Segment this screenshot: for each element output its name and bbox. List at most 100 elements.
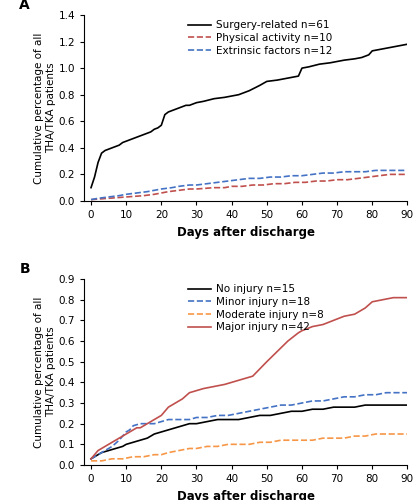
Extrinsic factors n=12 [320,170,326,176]
No injury n=15 [226,416,231,422]
Minor injury n=18 [373,392,378,398]
No injury n=15 [268,412,273,418]
Major injury n=42 [180,396,185,402]
Minor injury n=18 [247,408,252,414]
Minor injury n=18 [89,456,94,462]
Major injury n=42 [370,299,375,305]
Major injury n=42 [299,328,304,334]
Physical activity n=10 [271,180,276,186]
Moderate injury n=8 [215,444,220,450]
No injury n=15 [113,446,118,452]
X-axis label: Days after discharge: Days after discharge [177,226,315,238]
Extrinsic factors n=12 [278,174,284,180]
No injury n=15 [289,408,294,414]
Moderate injury n=8 [373,431,378,437]
X-axis label: Days after discharge: Days after discharge [177,490,315,500]
Physical activity n=10 [123,194,129,200]
No injury n=15 [99,450,104,456]
Extrinsic factors n=12 [106,194,111,200]
Extrinsic factors n=12 [194,182,199,188]
Major injury n=42 [363,305,368,311]
Minor injury n=18 [95,452,100,458]
No injury n=15 [120,444,125,450]
Extrinsic factors n=12 [352,168,357,174]
Minor injury n=18 [226,412,231,418]
Moderate injury n=8 [320,435,326,441]
Moderate injury n=8 [89,458,94,464]
Major injury n=42 [123,431,129,437]
Minor injury n=18 [384,390,389,396]
Extrinsic factors n=12 [89,196,94,202]
Line: Physical activity n=10: Physical activity n=10 [91,174,407,200]
Extrinsic factors n=12 [299,172,304,178]
Major injury n=42 [134,425,139,431]
Moderate injury n=8 [176,448,181,454]
Extrinsic factors n=12 [152,188,157,194]
No injury n=15 [152,431,157,437]
Major injury n=42 [106,442,111,448]
Major injury n=42 [380,296,385,302]
Extrinsic factors n=12 [169,184,174,190]
Minor injury n=18 [173,416,178,422]
Major injury n=42 [131,427,136,433]
Major injury n=42 [402,294,407,300]
Extrinsic factors n=12 [257,176,262,182]
Minor injury n=18 [102,448,108,454]
Moderate injury n=8 [341,435,346,441]
Moderate injury n=8 [289,437,294,443]
No injury n=15 [166,427,171,433]
Major injury n=42 [166,404,171,410]
Major injury n=42 [95,448,100,454]
Extrinsic factors n=12 [341,168,346,174]
Physical activity n=10 [398,172,403,177]
Extrinsic factors n=12 [159,186,164,192]
Extrinsic factors n=12 [247,176,252,182]
Minor injury n=18 [120,433,125,439]
Line: Moderate injury n=8: Moderate injury n=8 [91,434,407,461]
Major injury n=42 [120,433,125,439]
No injury n=15 [236,416,241,422]
Moderate injury n=8 [331,435,336,441]
Major injury n=42 [320,322,326,328]
No injury n=15 [405,402,410,408]
Moderate injury n=8 [120,456,125,462]
Major injury n=42 [102,444,108,450]
Minor injury n=18 [278,402,284,408]
Extrinsic factors n=12 [95,196,100,202]
No injury n=15 [278,410,284,416]
Major injury n=42 [117,435,122,441]
Major injury n=42 [141,422,146,428]
Major injury n=42 [92,452,97,458]
Major injury n=42 [310,324,315,330]
Moderate injury n=8 [257,440,262,446]
No injury n=15 [187,420,192,426]
Minor injury n=18 [117,437,122,443]
Extrinsic factors n=12 [226,178,231,184]
Surgery-related n=61 [282,76,287,82]
Major injury n=42 [99,446,104,452]
Physical activity n=10 [159,190,164,196]
Legend: No injury n=15, Minor injury n=18, Moderate injury n=8, Major injury n=42: No injury n=15, Minor injury n=18, Moder… [186,282,326,335]
Line: No injury n=15: No injury n=15 [91,405,407,459]
Major injury n=42 [148,418,153,424]
Minor injury n=18 [215,412,220,418]
Major injury n=42 [194,388,199,394]
Minor injury n=18 [138,420,143,426]
Moderate injury n=8 [384,431,389,437]
Moderate injury n=8 [110,456,115,462]
Major injury n=42 [152,416,157,422]
Major injury n=42 [352,311,357,317]
Major injury n=42 [341,313,346,319]
Major injury n=42 [113,437,118,443]
No injury n=15 [145,435,150,441]
No injury n=15 [257,412,262,418]
Physical activity n=10 [366,174,371,180]
Physical activity n=10 [240,184,245,190]
No injury n=15 [159,429,164,435]
Minor injury n=18 [320,398,326,404]
No injury n=15 [89,456,94,462]
Y-axis label: Cumulative percentage of all
THA/TKA patients: Cumulative percentage of all THA/TKA pat… [34,296,56,448]
Major injury n=42 [222,382,227,388]
Minor injury n=18 [187,416,192,422]
Major injury n=42 [110,440,115,446]
